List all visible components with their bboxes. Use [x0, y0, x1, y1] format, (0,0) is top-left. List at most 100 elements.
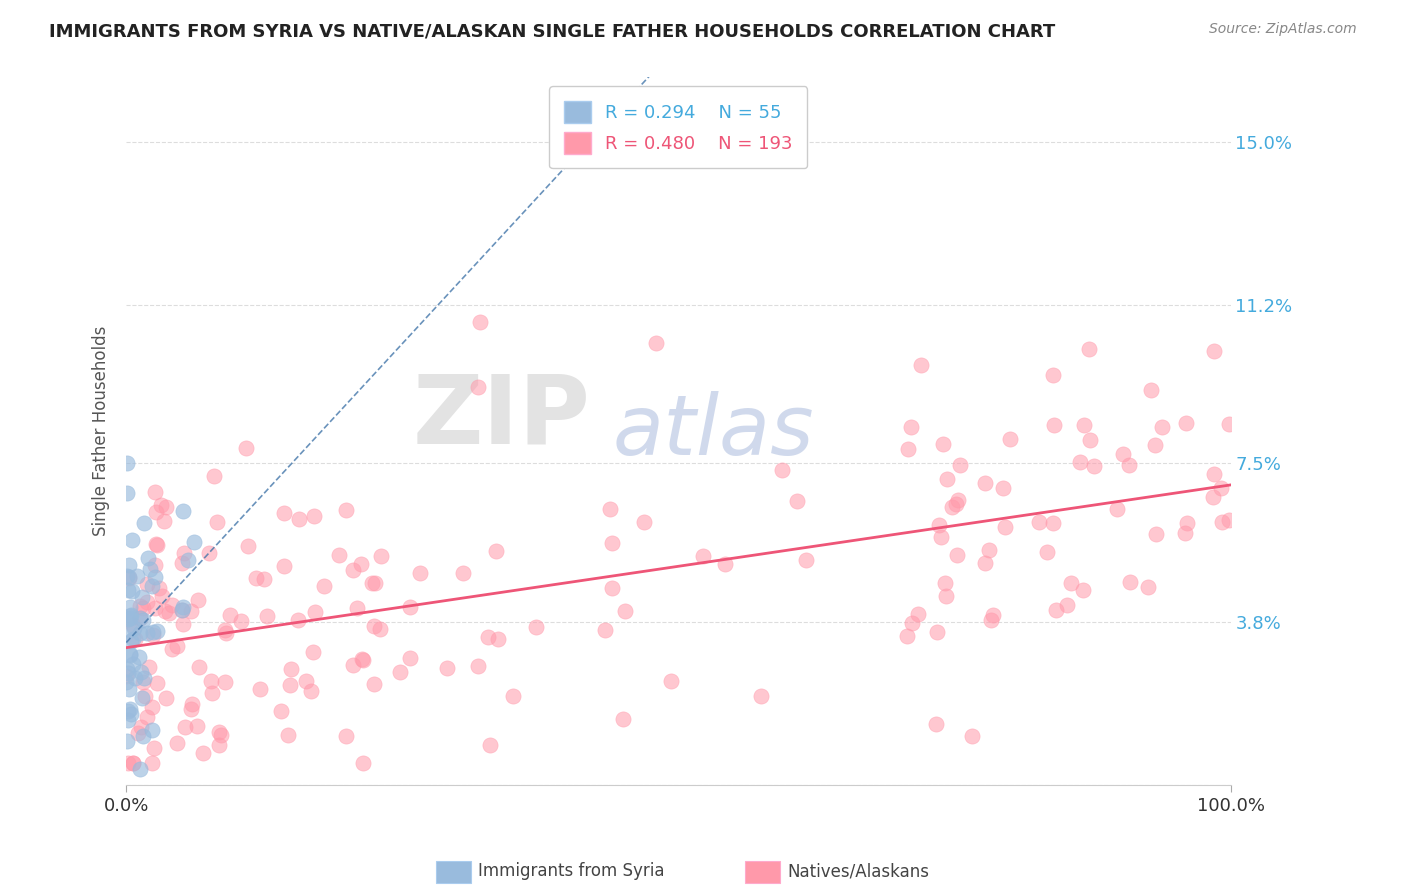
- Point: [645, 336, 668, 351]
- Point: [124, 632, 146, 647]
- Point: [749, 689, 772, 703]
- Point: [117, 756, 139, 771]
- Point: [1202, 467, 1225, 482]
- Point: [136, 550, 159, 565]
- Point: [128, 649, 150, 664]
- Point: [117, 665, 139, 680]
- Point: [135, 710, 157, 724]
- Point: [186, 719, 208, 733]
- Point: [1042, 418, 1064, 433]
- Point: [633, 516, 655, 530]
- Point: [991, 481, 1014, 495]
- Point: [115, 675, 138, 690]
- Point: [389, 665, 412, 679]
- Point: [134, 516, 156, 530]
- Point: [928, 518, 950, 533]
- Point: [935, 590, 957, 604]
- Point: [117, 713, 139, 727]
- Point: [214, 623, 236, 637]
- Point: [132, 729, 155, 743]
- Point: [925, 717, 948, 731]
- Point: [1143, 438, 1166, 452]
- Point: [1174, 525, 1197, 540]
- Point: [125, 569, 148, 583]
- Point: [273, 506, 295, 520]
- Point: [1071, 582, 1094, 597]
- Text: ZIP: ZIP: [412, 370, 591, 464]
- Point: [148, 581, 170, 595]
- Point: [342, 657, 364, 672]
- Point: [173, 546, 195, 560]
- Point: [1056, 599, 1078, 613]
- Point: [612, 712, 634, 726]
- Point: [152, 514, 174, 528]
- Point: [1073, 417, 1095, 432]
- Point: [128, 625, 150, 640]
- Point: [946, 493, 969, 508]
- Point: [145, 505, 167, 519]
- Point: [118, 702, 141, 716]
- Point: [236, 539, 259, 553]
- Point: [131, 590, 153, 604]
- Point: [120, 707, 142, 722]
- Point: [118, 570, 141, 584]
- Point: [155, 691, 177, 706]
- Point: [342, 564, 364, 578]
- Point: [1152, 420, 1174, 434]
- Point: [177, 552, 200, 566]
- Point: [127, 726, 149, 740]
- Point: [143, 558, 166, 573]
- Point: [661, 674, 683, 689]
- Point: [117, 582, 139, 597]
- Point: [201, 686, 224, 700]
- Point: [129, 611, 152, 625]
- Point: [229, 615, 252, 629]
- Point: [468, 315, 491, 329]
- Point: [1119, 574, 1142, 589]
- Point: [287, 613, 309, 627]
- Point: [368, 622, 391, 636]
- Point: [146, 624, 169, 639]
- Point: [929, 530, 952, 544]
- Point: [936, 472, 959, 486]
- Point: [1045, 603, 1067, 617]
- Point: [370, 549, 392, 563]
- Point: [1000, 432, 1022, 446]
- Text: Source: ZipAtlas.com: Source: ZipAtlas.com: [1209, 22, 1357, 37]
- Point: [524, 620, 547, 634]
- Point: [350, 652, 373, 666]
- Point: [363, 677, 385, 691]
- Point: [166, 639, 188, 653]
- Point: [714, 557, 737, 571]
- Point: [945, 497, 967, 511]
- Point: [979, 543, 1001, 558]
- Point: [399, 651, 422, 665]
- Point: [136, 594, 159, 608]
- Point: [302, 644, 325, 658]
- Point: [328, 549, 350, 563]
- Point: [204, 469, 226, 483]
- Point: [121, 533, 143, 548]
- Point: [142, 625, 165, 640]
- Point: [1211, 515, 1233, 529]
- Point: [120, 608, 142, 623]
- Point: [208, 738, 231, 752]
- Point: [273, 559, 295, 574]
- Point: [208, 725, 231, 739]
- Point: [150, 498, 173, 512]
- Point: [118, 609, 141, 624]
- Point: [350, 558, 373, 572]
- Point: [138, 659, 160, 673]
- Point: [172, 603, 194, 617]
- Point: [117, 611, 139, 625]
- Text: Immigrants from Syria: Immigrants from Syria: [478, 863, 664, 880]
- Legend: R = 0.294    N = 55, R = 0.480    N = 193: R = 0.294 N = 55, R = 0.480 N = 193: [550, 87, 807, 169]
- Point: [1218, 513, 1240, 527]
- Point: [897, 442, 920, 457]
- Point: [142, 628, 165, 642]
- Point: [122, 632, 145, 646]
- Point: [1118, 458, 1140, 473]
- Point: [602, 536, 624, 550]
- Point: [1218, 417, 1240, 431]
- Point: [141, 699, 163, 714]
